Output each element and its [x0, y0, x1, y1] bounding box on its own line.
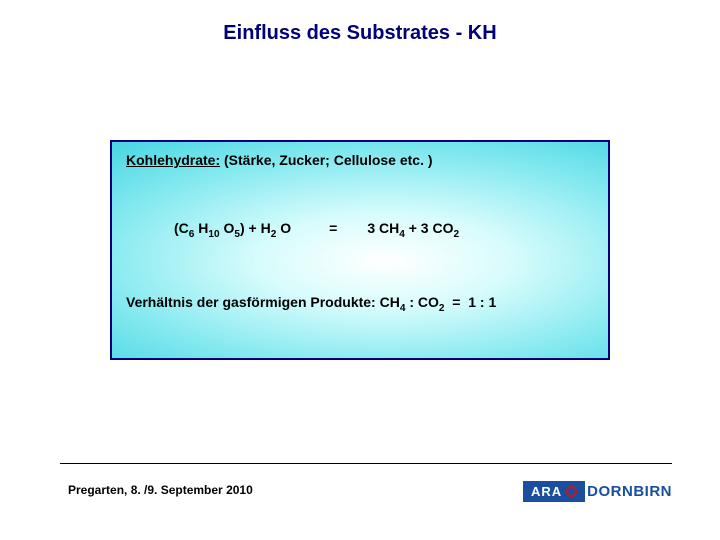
equation-equals: =	[329, 220, 337, 236]
logo-ara-block: ARA	[523, 481, 585, 502]
equation-rhs: 3 CH4 + 3 CO2	[367, 220, 459, 236]
ratio-line: Verhältnis der gasförmigen Produkte: CH4…	[126, 294, 594, 310]
section-label: Kohlehydrate: (Stärke, Zucker; Cellulose…	[126, 152, 594, 168]
logo-circle-icon	[566, 486, 577, 497]
equation-lhs: (C6 H10 O5) + H2 O	[174, 220, 291, 236]
logo-ara-text: ARA	[531, 484, 562, 499]
footer-logo: ARA DORNBIRN	[523, 480, 672, 502]
section-label-underlined: Kohlehydrate:	[126, 152, 220, 168]
logo-dornbirn-text: DORNBIRN	[587, 483, 672, 500]
slide: Einfluss des Substrates - KH Kohlehydrat…	[0, 0, 720, 540]
chemical-equation: (C6 H10 O5) + H2 O = 3 CH4 + 3 CO2	[126, 220, 594, 236]
section-label-rest: (Stärke, Zucker; Cellulose etc. )	[220, 152, 432, 168]
content-box: Kohlehydrate: (Stärke, Zucker; Cellulose…	[110, 140, 610, 360]
footer-text: Pregarten, 8. /9. September 2010	[68, 483, 253, 497]
footer-rule	[60, 463, 672, 464]
slide-title: Einfluss des Substrates - KH	[0, 22, 720, 45]
